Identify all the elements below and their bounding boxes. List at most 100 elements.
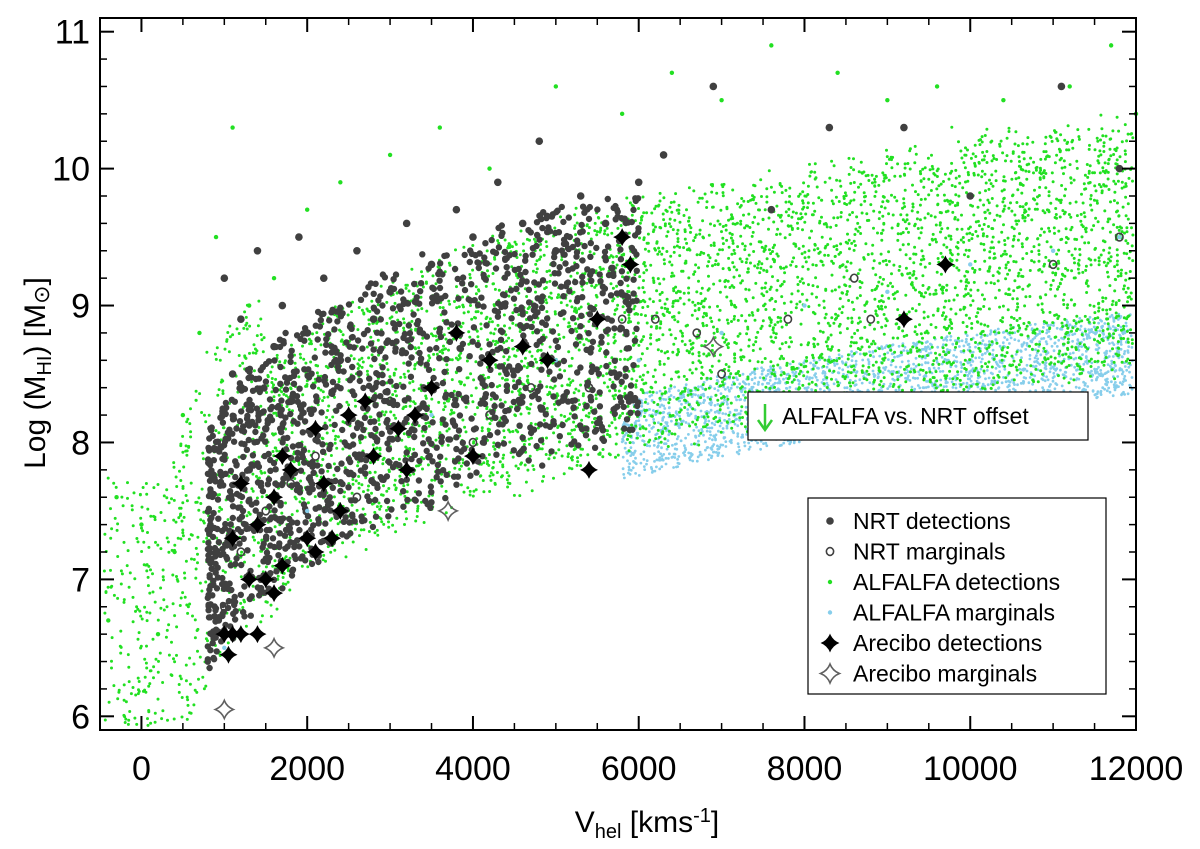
legend-label: ALFALFA detections bbox=[853, 569, 1060, 595]
axis-ticks: 0 2000 4000 6000 8000 10000 12000 6 7 8 9 10 11 bbox=[52, 14, 1183, 788]
data-point bbox=[306, 543, 325, 561]
data-point bbox=[427, 260, 436, 269]
data-point bbox=[314, 474, 333, 493]
data-point bbox=[139, 522, 144, 527]
data-point bbox=[968, 262, 973, 267]
data-point bbox=[885, 289, 890, 295]
data-point bbox=[1050, 248, 1056, 253]
data-point bbox=[281, 460, 300, 479]
data-point bbox=[717, 369, 726, 379]
data-marks bbox=[106, 43, 1139, 721]
data-point bbox=[253, 246, 262, 255]
data-point bbox=[650, 314, 660, 324]
data-point bbox=[621, 255, 640, 274]
data-point bbox=[463, 447, 482, 466]
data-point bbox=[236, 547, 246, 557]
data-point bbox=[219, 602, 229, 612]
annotation-label: ALFALFA vs. NRT offset bbox=[782, 403, 1029, 429]
data-point bbox=[311, 451, 320, 461]
data-point bbox=[966, 192, 975, 200]
data-point bbox=[213, 234, 219, 240]
data-point bbox=[1115, 232, 1124, 242]
data-point bbox=[240, 570, 259, 589]
data-point bbox=[405, 406, 424, 425]
data-point bbox=[702, 335, 725, 358]
data-point bbox=[262, 636, 286, 660]
plot-frame bbox=[99, 17, 1137, 731]
data-point bbox=[286, 478, 296, 489]
data-point bbox=[305, 508, 310, 514]
data-point bbox=[1067, 84, 1072, 89]
data-point bbox=[553, 84, 559, 89]
data-point bbox=[719, 330, 724, 336]
x-tick-label: 10000 bbox=[923, 750, 1018, 788]
data-point bbox=[584, 382, 594, 393]
data-point bbox=[601, 219, 610, 228]
data-point bbox=[389, 419, 408, 438]
series-arecibo-marginals bbox=[213, 335, 725, 721]
data-point bbox=[364, 447, 383, 466]
data-point bbox=[246, 303, 252, 308]
data-point bbox=[469, 233, 477, 241]
y-tick-label: 10 bbox=[52, 151, 90, 189]
data-point bbox=[538, 351, 557, 370]
data-point bbox=[286, 397, 295, 406]
x-tick-label: 4000 bbox=[435, 750, 511, 788]
data-point bbox=[261, 506, 271, 516]
series-arecibo-detections bbox=[215, 228, 955, 664]
data-point bbox=[305, 207, 310, 212]
data-point bbox=[114, 495, 119, 500]
data-point bbox=[172, 549, 177, 555]
data-point bbox=[447, 323, 466, 342]
data-point bbox=[265, 584, 284, 603]
data-point bbox=[825, 123, 834, 132]
data-point bbox=[709, 82, 718, 91]
data-point bbox=[1048, 259, 1058, 270]
data-point bbox=[339, 406, 358, 425]
data-point bbox=[692, 328, 702, 338]
data-point bbox=[513, 337, 532, 356]
data-point bbox=[245, 466, 253, 474]
data-point bbox=[1001, 97, 1006, 103]
data-point bbox=[237, 315, 245, 324]
data-point bbox=[220, 274, 229, 282]
data-point bbox=[669, 70, 675, 75]
x-tick-label: 12000 bbox=[1089, 750, 1184, 788]
data-point bbox=[336, 356, 345, 365]
data-point bbox=[636, 358, 641, 363]
data-point bbox=[535, 137, 544, 146]
data-point bbox=[767, 205, 776, 214]
legend-marker bbox=[826, 517, 834, 525]
data-point bbox=[386, 288, 394, 296]
data-point bbox=[278, 301, 287, 310]
data-point bbox=[422, 378, 441, 397]
data-point bbox=[429, 412, 434, 418]
data-point bbox=[303, 329, 312, 337]
series-nrt-detections bbox=[220, 82, 1124, 474]
data-point bbox=[436, 499, 460, 523]
legend-marker bbox=[818, 661, 842, 686]
data-point bbox=[397, 460, 416, 479]
offset-annotation: ALFALFA vs. NRT offset bbox=[747, 391, 1089, 441]
legend-frame bbox=[807, 497, 1107, 695]
data-point bbox=[230, 125, 235, 130]
data-point bbox=[222, 645, 227, 651]
x-tick-label: 2000 bbox=[269, 750, 345, 788]
y-axis-title: Log (MHI) [M⊙] bbox=[19, 277, 56, 469]
data-point bbox=[387, 152, 393, 158]
data-point bbox=[231, 474, 250, 493]
x-tick-label: 8000 bbox=[767, 750, 843, 788]
data-point bbox=[769, 43, 774, 48]
legend-label: NRT marginals bbox=[853, 539, 1006, 565]
data-point bbox=[228, 370, 237, 378]
data-point bbox=[485, 410, 494, 420]
data-point bbox=[248, 625, 267, 644]
data-point bbox=[619, 111, 625, 117]
legend-marker bbox=[820, 633, 840, 653]
data-point bbox=[579, 460, 598, 479]
y-tick-label: 6 bbox=[71, 698, 90, 736]
legend-label: Arecibo detections bbox=[853, 630, 1042, 656]
data-point bbox=[261, 424, 270, 433]
